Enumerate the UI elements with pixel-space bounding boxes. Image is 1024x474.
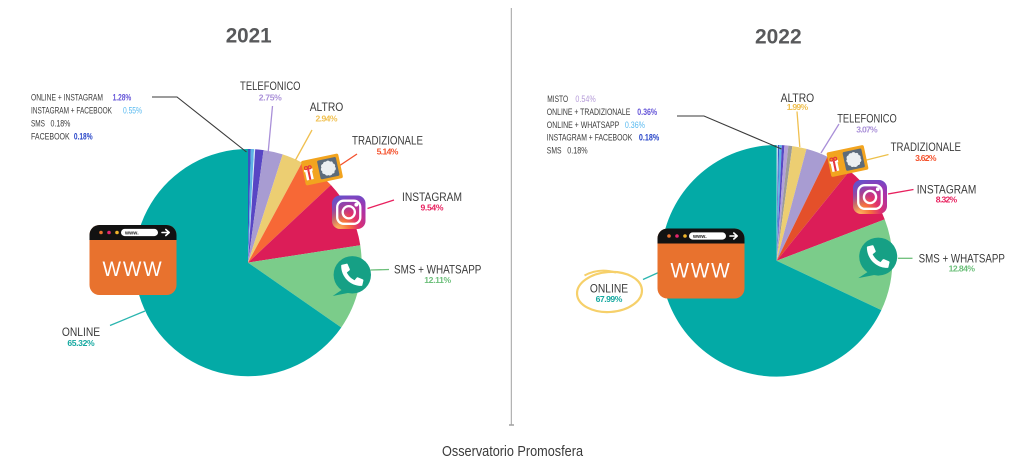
svg-text:ALTRO: ALTRO (310, 102, 344, 114)
svg-text:ONLINE + INSTAGRAM: ONLINE + INSTAGRAM (31, 92, 103, 102)
svg-text:65.32%: 65.32% (67, 338, 95, 348)
svg-text:2021: 2021 (226, 23, 272, 47)
svg-text:ALTRO: ALTRO (781, 93, 815, 105)
svg-text:0.18%: 0.18% (567, 145, 587, 155)
svg-text:Osservatorio Promosfera: Osservatorio Promosfera (442, 444, 584, 460)
svg-text:5.14%: 5.14% (377, 147, 399, 157)
svg-text:TELEFONICO: TELEFONICO (240, 81, 301, 93)
svg-text:3.62%: 3.62% (915, 153, 937, 163)
svg-text:ONLINE + WHATSAPP: ONLINE + WHATSAPP (547, 120, 620, 130)
svg-text:WWW: WWW (103, 257, 164, 281)
svg-text:0.36%: 0.36% (637, 107, 657, 117)
svg-text:0.18%: 0.18% (74, 131, 93, 141)
svg-text:2.75%: 2.75% (259, 92, 282, 102)
svg-text:SMS + WHATSAPP: SMS + WHATSAPP (919, 254, 1006, 266)
svg-text:INSTAGRAM: INSTAGRAM (917, 185, 977, 197)
svg-text:ONLINE: ONLINE (62, 327, 101, 339)
svg-text:MISTO: MISTO (547, 94, 568, 104)
svg-text:9.54%: 9.54% (421, 203, 444, 213)
svg-text:SMS: SMS (547, 145, 562, 155)
svg-text:8.32%: 8.32% (936, 195, 958, 205)
svg-text:0.55%: 0.55% (123, 105, 142, 115)
svg-text:TRADIZIONALE: TRADIZIONALE (352, 136, 423, 148)
svg-text:WWW: WWW (671, 259, 732, 283)
svg-text:0.36%: 0.36% (625, 120, 645, 130)
svg-text:0.54%: 0.54% (575, 94, 595, 104)
svg-text:ONLINE + TRADIZIONALE: ONLINE + TRADIZIONALE (547, 107, 631, 117)
svg-text:INSTAGRAM + FACEBOOK: INSTAGRAM + FACEBOOK (547, 133, 633, 143)
svg-text:INSTAGRAM: INSTAGRAM (402, 192, 462, 204)
svg-text:ONLINE: ONLINE (590, 284, 628, 296)
svg-text:3.07%: 3.07% (856, 124, 878, 134)
svg-text:TRADIZIONALE: TRADIZIONALE (891, 142, 962, 154)
svg-text:0.18%: 0.18% (51, 118, 71, 128)
svg-text:FACEBOOK: FACEBOOK (31, 131, 70, 141)
svg-text:1.99%: 1.99% (787, 102, 809, 112)
svg-text:12.84%: 12.84% (949, 264, 976, 274)
svg-text:2.94%: 2.94% (316, 114, 338, 124)
svg-text:SMS + WHATSAPP: SMS + WHATSAPP (394, 265, 482, 277)
svg-text:INSTAGRAM + FACEBOOK: INSTAGRAM + FACEBOOK (31, 105, 113, 115)
svg-text:TELEFONICO: TELEFONICO (837, 113, 897, 125)
svg-text:www.: www. (124, 231, 139, 237)
svg-text:1.28%: 1.28% (113, 92, 132, 102)
svg-text:0.18%: 0.18% (639, 133, 659, 143)
svg-text:SMS: SMS (31, 118, 45, 128)
svg-text:12.11%: 12.11% (424, 275, 451, 285)
svg-text:67.99%: 67.99% (596, 294, 623, 304)
svg-text:www.: www. (692, 234, 707, 240)
svg-text:2022: 2022 (755, 24, 802, 48)
